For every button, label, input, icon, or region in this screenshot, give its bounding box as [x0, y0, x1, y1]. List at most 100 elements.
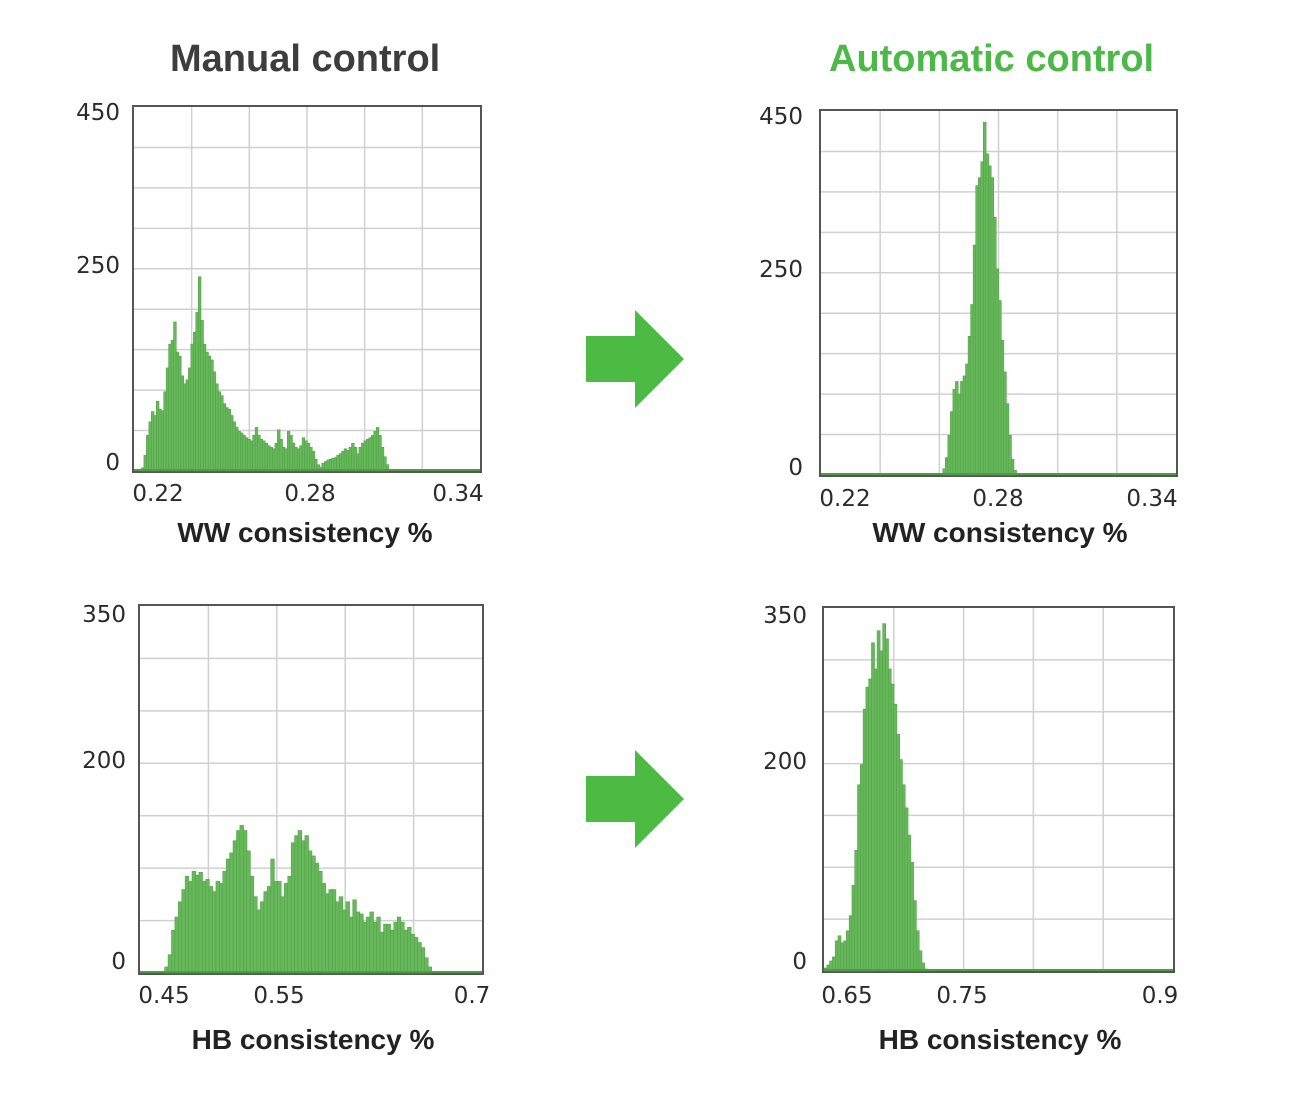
histogram-bar — [188, 881, 193, 974]
x-tick-1: 0.65 — [821, 983, 873, 1009]
y-tick-mid: 250 — [76, 253, 120, 279]
histogram-bar — [396, 916, 402, 974]
histogram-bar — [225, 858, 231, 974]
histogram-bar — [352, 899, 357, 974]
histogram-bar — [205, 879, 210, 974]
x-tick-3: 0.34 — [432, 481, 484, 507]
histogram-bar — [260, 901, 265, 974]
histogram-bar — [321, 883, 326, 974]
x-tick-1: 0.22 — [132, 481, 184, 507]
histogram-bar — [294, 835, 299, 974]
histogram-bar — [314, 862, 320, 974]
histogram-plot-area — [138, 604, 484, 975]
x-tick-2: 0.55 — [253, 983, 305, 1009]
y-tick-zero: 0 — [105, 450, 120, 476]
x-tick-3: 0.7 — [453, 983, 491, 1009]
histogram-bar — [297, 830, 302, 974]
histogram-bar — [407, 926, 412, 974]
histogram-bar — [284, 883, 289, 974]
histogram-bar — [181, 889, 186, 974]
y-tick-mid: 200 — [763, 749, 807, 775]
histogram-bar — [191, 870, 196, 974]
histogram-bar — [318, 870, 323, 974]
histogram-bar — [229, 852, 234, 974]
histogram-bar — [400, 921, 405, 974]
histogram-plot-area — [822, 606, 1175, 973]
y-tick-top: 350 — [82, 602, 126, 628]
right-arrow-icon — [586, 750, 686, 850]
histogram-bar — [376, 916, 381, 974]
histogram-bar — [335, 901, 340, 974]
histogram-bar — [280, 896, 285, 974]
histogram-bar — [201, 881, 207, 974]
histogram-bar — [174, 916, 179, 974]
histogram-bar — [222, 870, 227, 974]
histogram-bar — [198, 871, 203, 974]
histogram-bar — [414, 937, 419, 974]
histogram-bar — [369, 911, 374, 974]
x-tick-2: 0.28 — [284, 481, 336, 507]
histogram-bar — [208, 886, 214, 974]
histogram-bar — [338, 896, 344, 974]
histogram-bar — [386, 923, 391, 974]
histogram-bar — [328, 889, 333, 974]
histogram-bar — [372, 921, 378, 974]
histogram-bar — [331, 889, 337, 974]
histogram-bar — [383, 923, 388, 974]
y-tick-top: 350 — [763, 603, 807, 629]
histogram-bar — [171, 929, 176, 974]
histogram-bar — [243, 830, 248, 974]
histogram-bar — [311, 855, 316, 974]
histogram-bar — [256, 909, 261, 974]
x-axis-label: WW consistency % — [872, 517, 1128, 548]
histogram-bar — [273, 881, 279, 974]
histogram-bar — [239, 825, 244, 974]
automatic-control-title: Automatic control — [829, 38, 1155, 80]
histogram-plot-area — [819, 109, 1178, 477]
x-tick-2: 0.28 — [972, 486, 1024, 512]
x-axis-label: HB consistency % — [878, 1024, 1122, 1055]
histogram-bar — [362, 921, 367, 974]
histogram-bar — [325, 893, 330, 974]
x-tick-1: 0.22 — [819, 486, 871, 512]
histogram-bar — [393, 921, 398, 974]
y-tick-top: 450 — [76, 100, 120, 126]
histogram-bar — [167, 954, 173, 974]
histogram-bar — [270, 858, 275, 974]
histogram-bar — [403, 929, 408, 974]
histogram-bar — [379, 932, 385, 974]
y-tick-mid: 250 — [759, 257, 803, 283]
histogram-bar — [417, 942, 422, 974]
histogram-bar — [355, 911, 361, 974]
histogram-bar — [266, 886, 272, 974]
x-tick-3: 0.34 — [1126, 486, 1178, 512]
histogram-bar — [195, 875, 200, 974]
manual-control-title: Manual control — [170, 38, 441, 80]
histogram-bar — [277, 881, 282, 974]
y-tick-top: 450 — [759, 104, 803, 130]
histogram-bar — [420, 947, 426, 974]
histogram-bar — [287, 876, 292, 974]
x-axis-label: HB consistency % — [191, 1024, 435, 1055]
y-tick-zero: 0 — [111, 949, 126, 975]
x-axis-label: WW consistency % — [177, 517, 433, 548]
histogram-bar — [249, 876, 255, 974]
histogram-bar — [263, 891, 268, 974]
histogram-bar — [304, 835, 309, 974]
histogram-bar — [215, 881, 220, 974]
histogram-bar — [301, 840, 306, 974]
histogram-bar — [410, 934, 415, 974]
histogram-bar — [424, 957, 429, 974]
x-tick-3: 0.9 — [1141, 983, 1179, 1009]
histogram-bar — [390, 929, 395, 974]
histogram-bar — [342, 909, 347, 974]
histogram-bar — [232, 840, 237, 974]
histogram-bar — [178, 901, 183, 974]
histogram-bar — [349, 916, 354, 974]
right-arrow-icon — [586, 310, 686, 410]
histogram-bar — [212, 891, 217, 974]
histogram-bar — [366, 916, 371, 974]
histogram-bar — [308, 850, 313, 974]
histogram-bar — [359, 913, 364, 974]
histogram-bar — [236, 830, 241, 974]
